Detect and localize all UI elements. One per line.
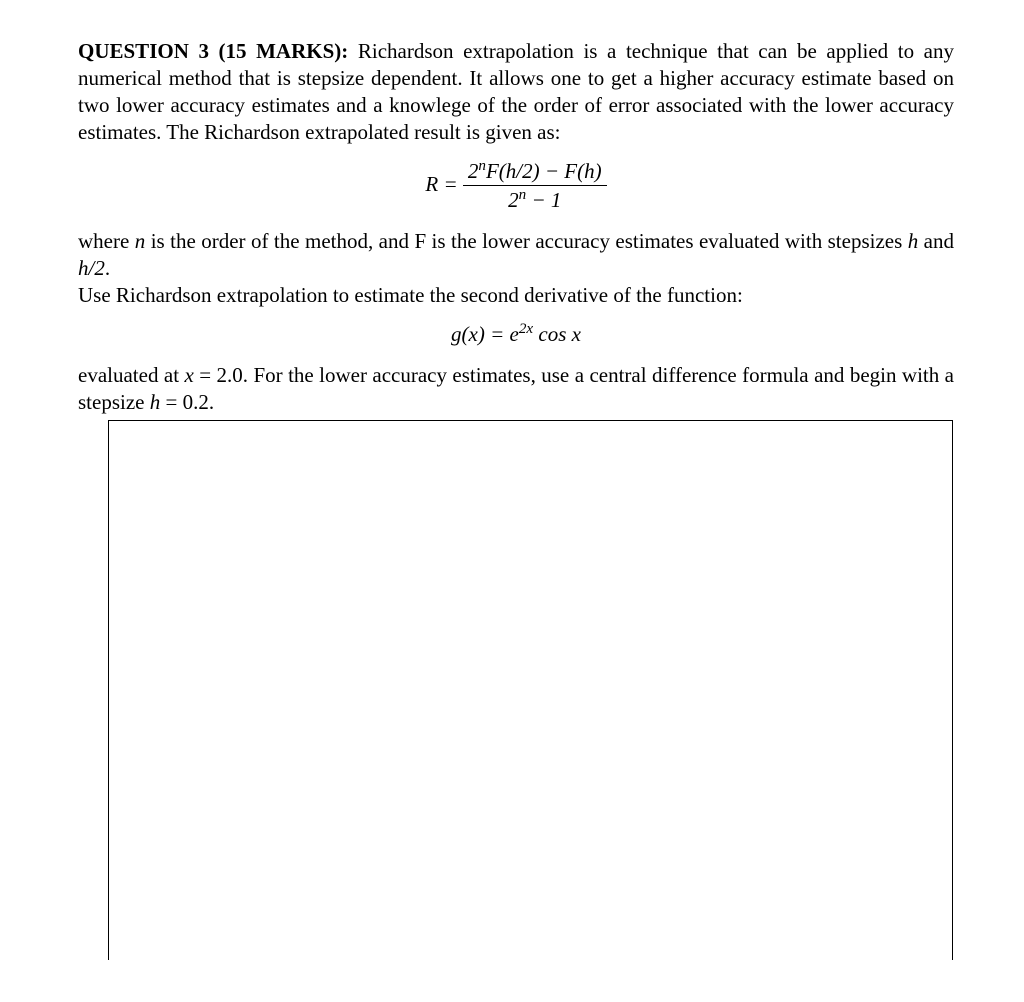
task-paragraph: Use Richardson extrapolation to estimate… [78, 282, 954, 309]
where-paragraph: where n is the order of the method, and … [78, 228, 954, 282]
equation-gx: g(x) = e2x cos x [78, 321, 954, 348]
eq2-sup: 2x [519, 321, 533, 337]
question-title: QUESTION 3 (15 MARKS): [78, 39, 348, 63]
equation-richardson: R = 2nF(h/2) − F(h) 2n − 1 [78, 158, 954, 215]
eq1-numerator: 2nF(h/2) − F(h) [463, 158, 607, 187]
eq1-equals: = [443, 172, 462, 196]
eq2-rhs: cos x [533, 322, 581, 346]
eq2-lhs: g(x) = e [451, 322, 519, 346]
eq1-fraction: 2nF(h/2) − F(h) 2n − 1 [463, 158, 607, 215]
conditions-paragraph: evaluated at x = 2.0. For the lower accu… [78, 362, 954, 416]
eq1-lhs: R [425, 172, 438, 196]
eq1-denominator: 2n − 1 [463, 186, 607, 214]
intro-paragraph: QUESTION 3 (15 MARKS): Richardson extrap… [78, 38, 954, 146]
answer-box [108, 420, 953, 960]
document-page: QUESTION 3 (15 MARKS): Richardson extrap… [0, 0, 1024, 960]
